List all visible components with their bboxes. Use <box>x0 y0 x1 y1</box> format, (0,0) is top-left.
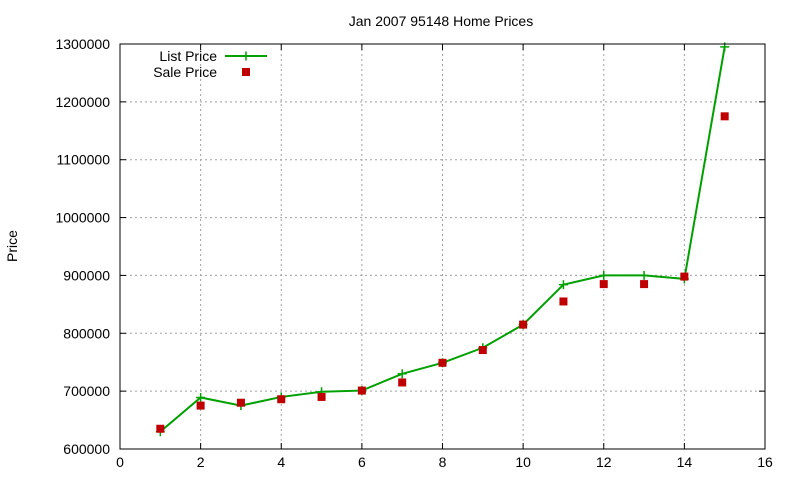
legend-label-sale-price: Sale Price <box>153 64 217 80</box>
list-price-point <box>397 369 407 379</box>
axis-ticks: 0 2 4 6 8 10 12 14 16 600000 700000 800000 900000 100… <box>55 36 773 470</box>
y-tick-label: 700000 <box>63 383 110 399</box>
y-tick-label: 600000 <box>63 441 110 457</box>
y-tick-label: 1200000 <box>55 94 110 110</box>
sale-price-point <box>559 297 568 306</box>
sale-price-point <box>720 112 729 121</box>
y-tick-label: 800000 <box>63 325 110 341</box>
legend-label-list-price: List Price <box>159 48 217 64</box>
sale-price-point <box>317 392 326 401</box>
sale-price-point <box>680 272 689 281</box>
legend-marker-sale-price <box>242 68 250 76</box>
x-tick-label: 0 <box>116 454 124 470</box>
y-tick-label: 1300000 <box>55 36 110 52</box>
x-tick-label: 10 <box>515 454 531 470</box>
y-tick-label: 1100000 <box>57 152 111 168</box>
chart-title: Jan 2007 95148 Home Prices <box>349 13 533 29</box>
legend-marker-list-price <box>241 51 251 61</box>
x-tick-label: 12 <box>596 454 612 470</box>
x-tick-label: 8 <box>439 454 447 470</box>
y-tick-label: 1000000 <box>55 210 110 226</box>
x-tick-label: 16 <box>757 454 773 470</box>
sale-price-point <box>196 401 205 410</box>
x-tick-label: 4 <box>277 454 285 470</box>
x-tick-label: 2 <box>197 454 205 470</box>
y-axis-label: Price <box>4 230 20 262</box>
x-tick-label: 6 <box>358 454 366 470</box>
list-price-point <box>196 393 206 403</box>
plot-frame <box>119 43 766 450</box>
sale-price-point <box>277 395 286 404</box>
list-price-point <box>639 270 649 280</box>
sale-price-point <box>236 398 245 407</box>
list-price-point <box>599 270 609 280</box>
sale-price-point <box>398 378 407 387</box>
sale-price-point <box>478 346 487 355</box>
sale-price-point <box>640 280 649 289</box>
sale-price-point <box>599 280 608 289</box>
sale-price-point <box>519 320 528 329</box>
grid <box>120 44 765 449</box>
sale-price-point <box>156 424 165 433</box>
series-layer <box>155 42 730 437</box>
sale-price-point <box>357 386 366 395</box>
y-tick-label: 900000 <box>63 267 110 283</box>
sale-price-point <box>438 358 447 367</box>
list-price-point <box>558 280 568 290</box>
x-tick-label: 14 <box>677 454 693 470</box>
